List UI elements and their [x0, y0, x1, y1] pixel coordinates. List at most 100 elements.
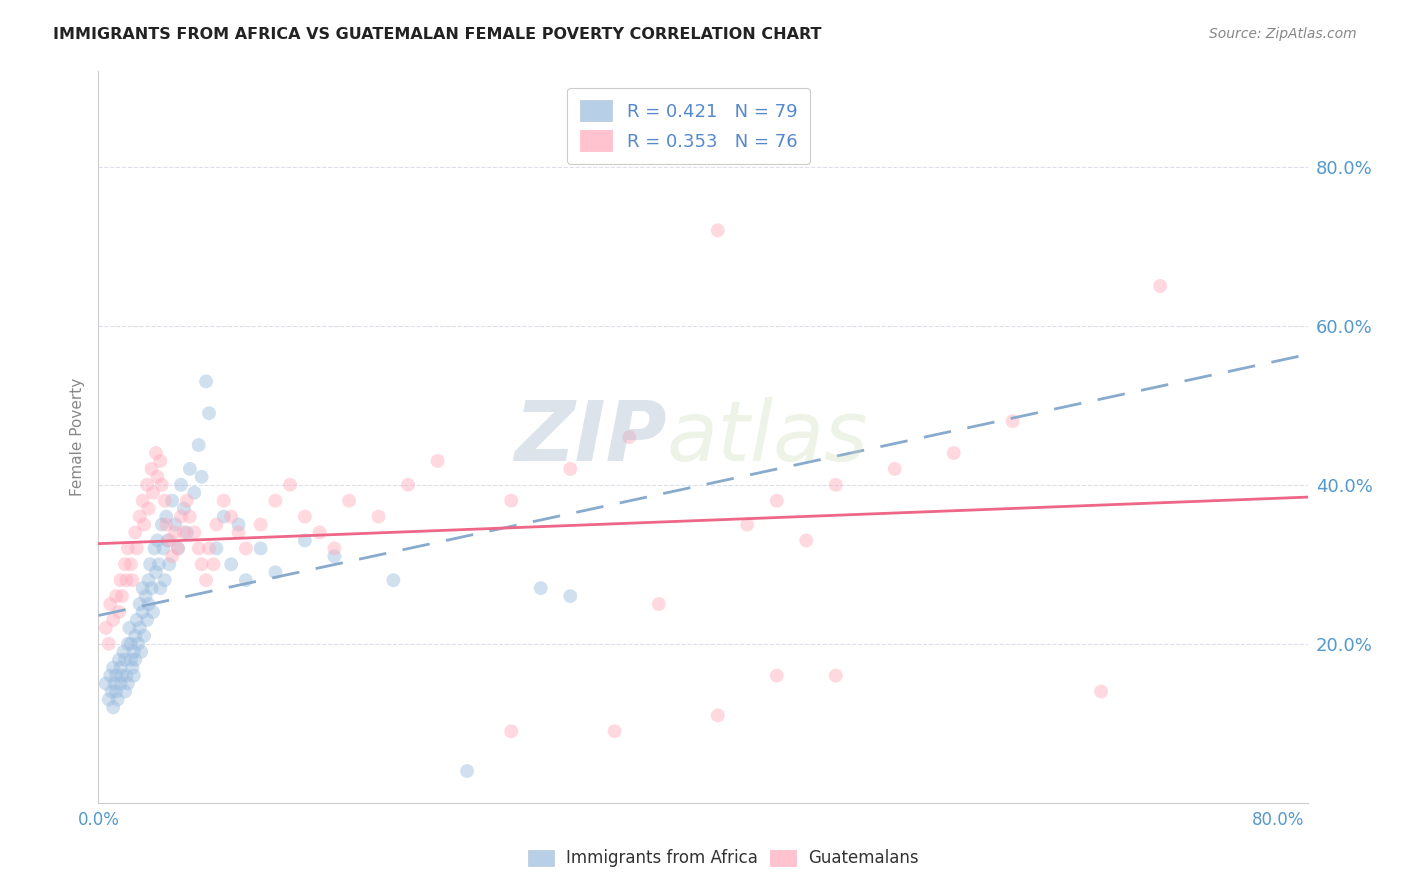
Text: Immigrants from Africa: Immigrants from Africa — [567, 848, 758, 867]
Point — [167, 541, 190, 556]
Point — [120, 653, 142, 667]
Point — [264, 493, 287, 508]
Point — [337, 493, 360, 508]
Point — [141, 462, 163, 476]
Point — [115, 668, 138, 682]
Point — [294, 533, 316, 548]
Point — [219, 558, 242, 572]
Point — [112, 645, 135, 659]
Point — [153, 493, 176, 508]
Bar — [527, 849, 554, 866]
Point — [530, 581, 553, 595]
Point — [105, 684, 128, 698]
Point — [155, 517, 177, 532]
Point — [120, 637, 142, 651]
Point — [560, 589, 582, 603]
Point — [121, 660, 143, 674]
Point — [104, 676, 127, 690]
Point — [110, 676, 132, 690]
Point — [105, 668, 128, 682]
Point — [114, 558, 136, 572]
Point — [1149, 279, 1171, 293]
Point — [195, 573, 218, 587]
Point — [603, 724, 626, 739]
Point — [138, 597, 160, 611]
Point — [165, 525, 187, 540]
Point — [179, 462, 201, 476]
Point — [202, 558, 225, 572]
Point — [501, 724, 523, 739]
Point — [1090, 684, 1112, 698]
Point — [141, 581, 163, 595]
Point — [145, 446, 167, 460]
Point — [179, 509, 201, 524]
Point — [127, 637, 149, 651]
Point — [97, 637, 120, 651]
Point — [111, 589, 134, 603]
Point — [824, 477, 846, 491]
Point — [128, 597, 150, 611]
Point — [198, 541, 221, 556]
Point — [205, 517, 228, 532]
Point — [150, 477, 173, 491]
Point — [187, 541, 209, 556]
Point — [619, 430, 641, 444]
Point — [142, 605, 165, 619]
Point — [124, 525, 146, 540]
Point — [501, 493, 523, 508]
Point — [143, 541, 166, 556]
Point — [456, 764, 478, 778]
Point — [198, 406, 221, 420]
Point — [128, 509, 150, 524]
Point — [156, 533, 179, 548]
Point — [98, 668, 121, 682]
Point — [1001, 414, 1024, 428]
Point — [110, 660, 132, 674]
Point — [131, 605, 153, 619]
Point — [883, 462, 905, 476]
Text: IMMIGRANTS FROM AFRICA VS GUATEMALAN FEMALE POVERTY CORRELATION CHART: IMMIGRANTS FROM AFRICA VS GUATEMALAN FEM… — [53, 27, 823, 42]
Point — [107, 692, 129, 706]
Point — [157, 533, 180, 548]
Point — [146, 533, 169, 548]
Point — [308, 525, 330, 540]
Point — [136, 613, 159, 627]
Point — [235, 573, 257, 587]
Point — [97, 692, 120, 706]
Point — [100, 684, 122, 698]
Point — [323, 549, 346, 564]
Point — [765, 493, 787, 508]
Point — [765, 668, 787, 682]
Point — [176, 493, 198, 508]
Point — [142, 485, 165, 500]
Point — [706, 223, 728, 237]
Point — [101, 613, 124, 627]
Point — [124, 653, 146, 667]
Point — [149, 454, 172, 468]
Point — [794, 533, 817, 548]
Point — [114, 653, 136, 667]
Point — [735, 517, 758, 532]
Point — [134, 629, 156, 643]
Point — [183, 525, 205, 540]
Point — [94, 676, 117, 690]
Point — [824, 668, 846, 682]
Point — [160, 493, 183, 508]
Text: ZIP: ZIP — [515, 397, 666, 477]
Point — [153, 573, 176, 587]
Point — [219, 509, 242, 524]
Point — [110, 573, 132, 587]
Text: atlas: atlas — [666, 397, 869, 477]
Point — [560, 462, 582, 476]
Point — [98, 597, 121, 611]
Point — [426, 454, 449, 468]
Point — [195, 375, 218, 389]
Point — [134, 517, 156, 532]
Point — [145, 566, 167, 580]
Point — [155, 509, 177, 524]
Point — [190, 558, 212, 572]
Point — [129, 645, 152, 659]
Point — [264, 566, 287, 580]
Point — [187, 438, 209, 452]
Point — [117, 637, 139, 651]
